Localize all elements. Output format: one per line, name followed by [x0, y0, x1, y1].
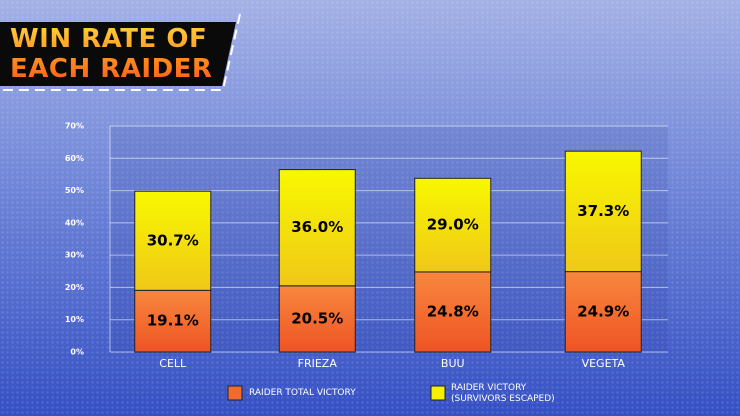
x-tick-label: BUU — [441, 357, 465, 370]
legend-swatch — [430, 385, 446, 401]
value-label: 30.7% — [147, 231, 199, 249]
legend-label: RAIDER TOTAL VICTORY — [249, 388, 356, 398]
value-label: 29.0% — [427, 216, 479, 234]
bar-segment — [414, 271, 492, 353]
y-tick-label: 70% — [65, 122, 84, 131]
title-dash — [0, 13, 241, 91]
bar-segment — [414, 177, 492, 273]
chart-title: WIN RATE OF EACH RAIDER — [10, 24, 225, 84]
title-box — [0, 22, 236, 86]
bar-segment — [134, 190, 212, 291]
value-label: 37.3% — [577, 202, 629, 220]
y-tick-label: 20% — [65, 283, 84, 292]
y-tick-label: 10% — [65, 315, 84, 324]
value-label: 24.9% — [577, 302, 629, 320]
y-tick-label: 30% — [65, 251, 84, 260]
bar-segment — [564, 150, 642, 273]
bar-segment — [134, 289, 212, 353]
legend-swatch — [227, 385, 243, 401]
value-label: 24.8% — [427, 302, 479, 320]
y-tick-label: 40% — [65, 218, 84, 227]
y-tick-label: 50% — [65, 186, 84, 195]
x-tick-label: VEGETA — [582, 357, 626, 370]
x-tick-label: CELL — [159, 357, 187, 370]
value-label: 36.0% — [291, 218, 343, 236]
x-tick-label: FRIEZA — [298, 357, 338, 370]
y-tick-label: 60% — [65, 154, 84, 163]
value-label: 20.5% — [291, 309, 343, 327]
y-tick-label: 0% — [70, 348, 84, 357]
bar-segment — [564, 271, 642, 353]
legend-label: RAIDER VICTORY (SURVIVORS ESCAPED) — [451, 383, 555, 404]
value-label: 19.1% — [147, 312, 199, 330]
bar-segment — [278, 285, 356, 353]
bar-segment — [278, 169, 356, 287]
